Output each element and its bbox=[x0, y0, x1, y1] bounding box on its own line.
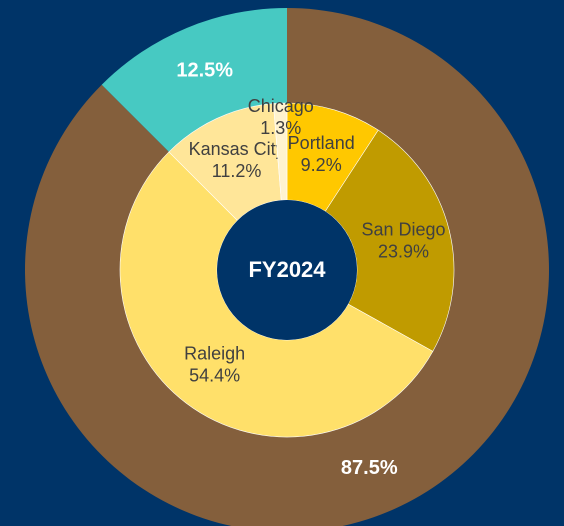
category-name: Portland bbox=[288, 133, 355, 153]
slice bbox=[25, 8, 549, 526]
center-hole bbox=[217, 200, 357, 340]
category-name: Kansas City bbox=[189, 139, 285, 159]
value-label: 1.3% bbox=[260, 118, 301, 138]
slice bbox=[101, 8, 287, 152]
slice-label: Chicago 1.3% bbox=[248, 96, 314, 138]
value-label: 54.4% bbox=[189, 365, 240, 385]
value-label: 11.2% bbox=[212, 161, 262, 181]
center-text: FY2024 bbox=[248, 257, 326, 282]
slice-label: 87.5% bbox=[341, 457, 398, 479]
slice-label: 12.5% bbox=[176, 60, 233, 82]
slice-label: Kansas City 11.2% bbox=[189, 139, 285, 181]
value-label: 9.2% bbox=[301, 155, 342, 175]
slice-label: Raleigh 54.4% bbox=[184, 343, 245, 385]
slice-label: Portland 9.2% bbox=[288, 133, 355, 175]
category-name: San Diego bbox=[361, 219, 445, 239]
value-label: 23.9% bbox=[378, 241, 429, 261]
category-name: Chicago bbox=[248, 96, 314, 116]
category-name: Raleigh bbox=[184, 343, 245, 363]
slice-label: San Diego 23.9% bbox=[361, 219, 445, 261]
